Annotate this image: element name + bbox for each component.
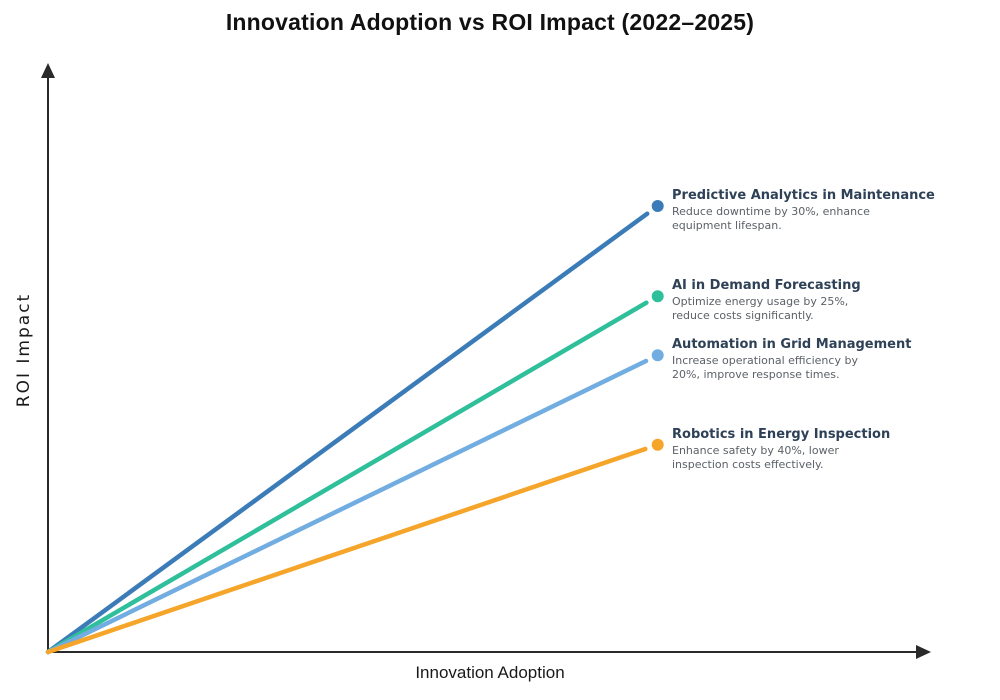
annotation-predictive-analytics: Predictive Analytics in Maintenance Redu… xyxy=(672,188,992,232)
data-point-1 xyxy=(651,290,664,303)
annotation-desc-line1: Optimize energy usage by 25%, xyxy=(672,295,849,308)
chart-title: Innovation Adoption vs ROI Impact (2022–… xyxy=(225,9,755,35)
annotation-desc-line2: reduce costs significantly. xyxy=(672,308,814,322)
data-point-0 xyxy=(651,200,664,212)
annotation-desc-line1: Enhance safety by 40%, lower xyxy=(672,444,839,457)
data-point-3 xyxy=(651,438,664,451)
annotation-title: Automation in Grid Management xyxy=(672,337,912,352)
x-axis-label: Innovation Adoption xyxy=(415,663,565,682)
y-axis-label: ROI Impact xyxy=(14,292,34,408)
annotation-robotics-inspection: Robotics in Energy Inspection Enhance sa… xyxy=(672,427,992,471)
trend-line-1 xyxy=(45,300,649,655)
data-point-2 xyxy=(651,349,664,362)
annotation-desc-line2: 20%, improve response times. xyxy=(672,367,840,381)
trend-line-2 xyxy=(45,358,649,655)
axes xyxy=(41,63,931,659)
annotation-title: Predictive Analytics in Maintenance xyxy=(672,188,935,203)
trend-line-0 xyxy=(45,211,650,655)
annotation-title: Robotics in Energy Inspection xyxy=(672,427,891,442)
series-lines xyxy=(45,200,664,655)
annotation-desc-line2: equipment lifespan. xyxy=(672,218,782,232)
annotation-desc-line2: inspection costs effectively. xyxy=(672,457,824,471)
annotation-grid-automation: Automation in Grid Management Increase o… xyxy=(672,337,992,381)
trend-line-3 xyxy=(45,446,648,655)
annotation-ai-forecasting: AI in Demand Forecasting Optimize energy… xyxy=(672,278,992,322)
annotation-desc-line1: Increase operational efficiency by xyxy=(672,354,858,367)
annotation-title: AI in Demand Forecasting xyxy=(672,278,861,293)
annotation-desc-line1: Reduce downtime by 30%, enhance xyxy=(672,205,870,218)
